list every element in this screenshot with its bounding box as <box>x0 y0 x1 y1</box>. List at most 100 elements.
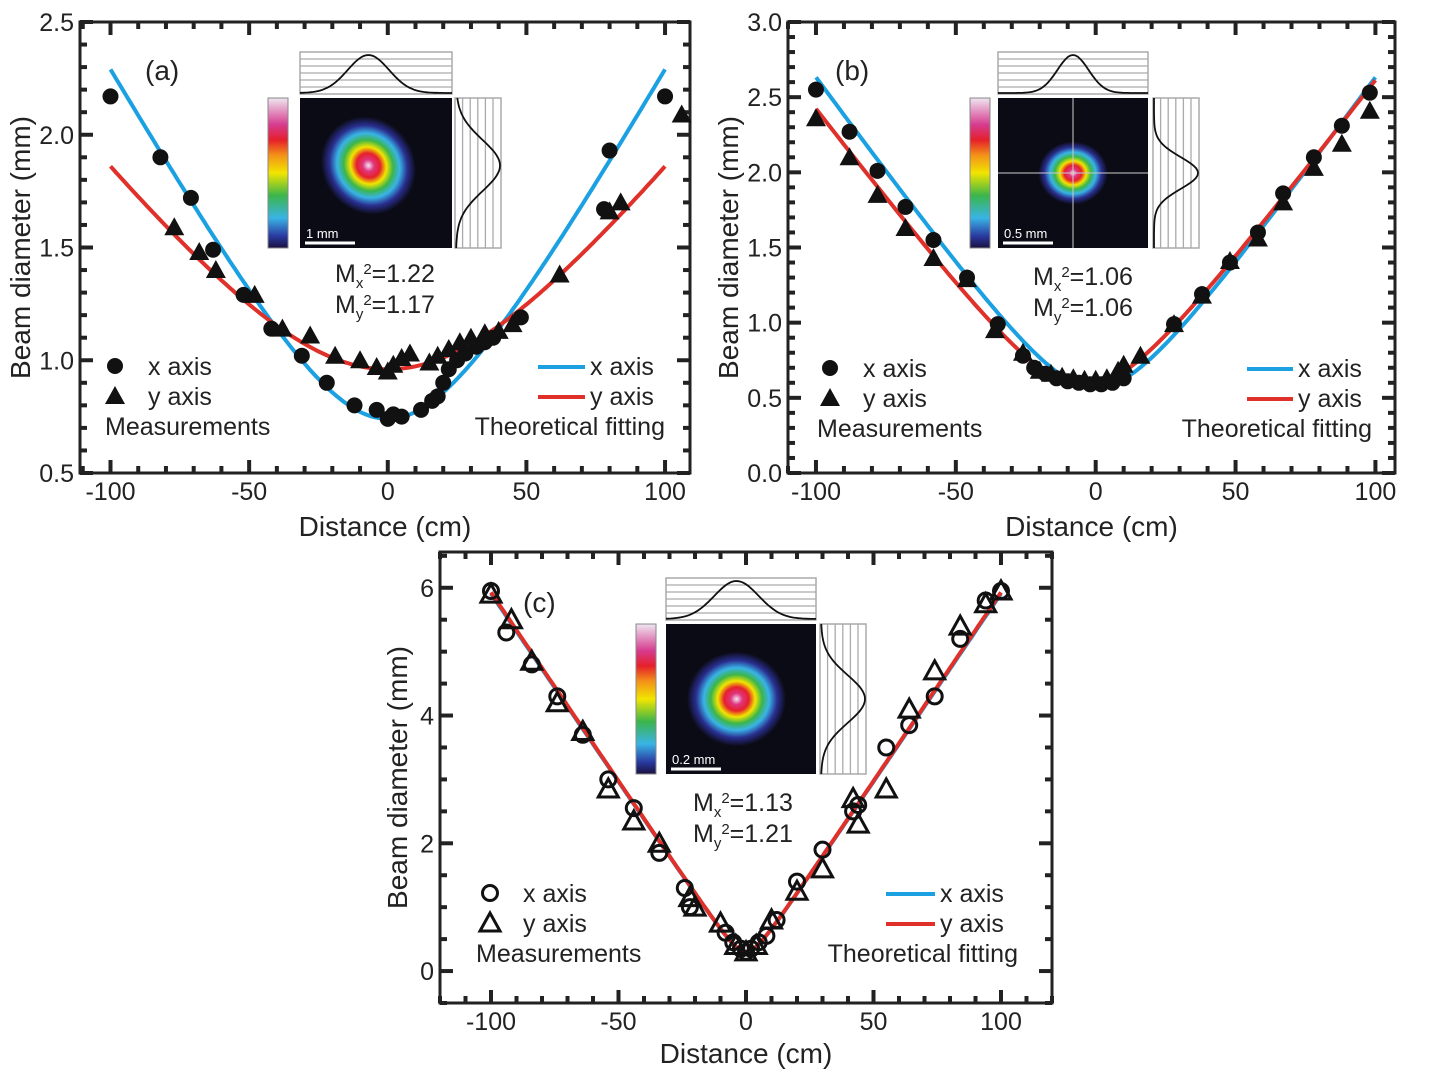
x-measurement-point <box>497 623 516 642</box>
legend-circle-marker <box>107 358 123 374</box>
x-axis-label: Distance (cm) <box>1005 511 1178 542</box>
y-measurement-point <box>682 894 708 917</box>
y-measurement-point <box>1130 345 1151 364</box>
y-measurement-point <box>988 577 1014 601</box>
y-measurement-point <box>646 830 672 853</box>
panel-b: -100 -50 0 50 100 0.0 0.5 1.0 1.5 2.0 2.5 3.0 Distan… <box>713 9 1397 542</box>
x-measurement-point <box>205 241 222 258</box>
x-tick-label: -50 <box>231 478 267 506</box>
x-tick-label: 100 <box>1355 478 1397 506</box>
panel-label: (b) <box>835 55 869 86</box>
x-tick-label: 50 <box>513 478 541 506</box>
x-measurement-point <box>925 231 942 248</box>
y-measurement-point <box>519 648 545 671</box>
y-measurement-point <box>1247 228 1268 247</box>
y-axis-label: Beam diameter (mm) <box>5 116 36 379</box>
y-measurement-point <box>498 606 524 630</box>
x-measurement-point <box>346 397 363 414</box>
m-squared-y: My2=1.06 <box>1033 294 1133 326</box>
y-axis-label: Beam diameter (mm) <box>713 116 744 379</box>
y-measurement-point <box>438 338 459 357</box>
scale-bar-label: 0.2 mm <box>672 752 715 767</box>
x-measurement-point <box>548 687 567 706</box>
legend-circle-marker <box>481 884 499 902</box>
legend-measurements-title: Measurements <box>476 940 641 968</box>
x-measurement-point <box>152 149 169 166</box>
y-measurement-point <box>610 192 631 211</box>
x-profile-curve <box>998 54 1148 94</box>
y-measurement-point <box>867 184 888 203</box>
y-measurement-point <box>1219 251 1240 270</box>
x-measurement-point <box>393 408 410 425</box>
x-tick-label: -50 <box>600 1008 636 1036</box>
y-measurement-point <box>671 104 692 123</box>
x-tick-label: 100 <box>644 478 686 506</box>
x-measurement-point <box>1361 84 1378 101</box>
y-tick-label: 0 <box>420 958 434 986</box>
y-measurement-point <box>707 910 734 933</box>
x-measurement-point <box>869 162 886 179</box>
y-measurement-point <box>733 938 759 962</box>
x-measurement-point <box>599 770 618 789</box>
x-tick-label: -100 <box>85 478 135 506</box>
panel-label: (c) <box>523 587 556 618</box>
panel-c: -100 -50 0 50 100 0 2 4 6 Distance (cm) Beam diame… <box>382 550 1054 1069</box>
beam-profile-inset: 1 mm <box>267 51 502 249</box>
m-squared-x: Mx2=1.22 <box>335 260 435 292</box>
x-tick-label: -50 <box>938 478 974 506</box>
m-squared-x: Mx2=1.06 <box>1033 263 1133 295</box>
m-squared-value: 1.22 <box>386 260 435 288</box>
y-measurement-point <box>784 878 810 901</box>
y-measurement-point <box>544 689 570 713</box>
y-measurement-point <box>758 906 785 930</box>
x-tick-label: 0 <box>739 1008 753 1036</box>
x-measurement-point <box>925 687 944 706</box>
legend-y-marker-label: y axis <box>863 385 927 413</box>
y-measurement-point <box>549 264 570 283</box>
y-axis-label: Beam diameter (mm) <box>382 646 413 909</box>
m-squared-y: My2=1.21 <box>693 820 793 852</box>
y-tick-label: 1.0 <box>747 310 782 338</box>
x-measurement-point <box>182 189 199 206</box>
legend-x-marker-label: x axis <box>523 880 587 908</box>
y-measurement-point <box>570 718 596 742</box>
y-measurement-point <box>460 327 481 346</box>
beam-profile-inset: 0.5 mm <box>969 51 1200 249</box>
y-measurement-point <box>1012 342 1033 361</box>
x-measurement-point <box>1333 117 1350 134</box>
beam-spot <box>320 116 416 215</box>
y-measurement-point <box>895 217 916 236</box>
x-tick-label: 50 <box>1222 478 1250 506</box>
y-measurement-point <box>947 613 973 636</box>
y-measurement-point <box>809 855 836 879</box>
y-measurement-point <box>244 284 265 303</box>
y-measurement-point <box>839 147 860 166</box>
y-tick-label: 6 <box>420 575 434 603</box>
beam-profile-inset: 0.2 mm <box>635 577 867 775</box>
y-measurement-point <box>1273 192 1294 211</box>
y-measurement-point <box>350 350 371 369</box>
x-axis-label: Distance (cm) <box>299 511 472 542</box>
y-measurement-point <box>1113 354 1134 373</box>
y-measurement-point <box>474 323 495 342</box>
legend-x-line-label: x axis <box>940 880 1004 908</box>
x-measurement-point <box>951 629 970 648</box>
y-measurement-point <box>840 785 866 809</box>
x-tick-label: -100 <box>466 1008 516 1036</box>
y-measurement-point <box>873 775 899 799</box>
y-measurement-point <box>743 932 769 956</box>
x-measurement-point <box>624 799 643 818</box>
panel-label: (a) <box>145 55 179 86</box>
legend-fitting-title: Theoretical fitting <box>475 413 665 441</box>
legend-x-marker-label: x axis <box>148 353 212 381</box>
beam-spot <box>687 651 786 747</box>
y-profile-curve <box>1153 98 1199 248</box>
x-measurement-point <box>368 401 385 418</box>
x-measurement-point <box>897 198 914 215</box>
y-measurement-point <box>595 775 621 799</box>
x-measurement-point <box>788 872 806 891</box>
y-measurement-point <box>723 932 749 956</box>
